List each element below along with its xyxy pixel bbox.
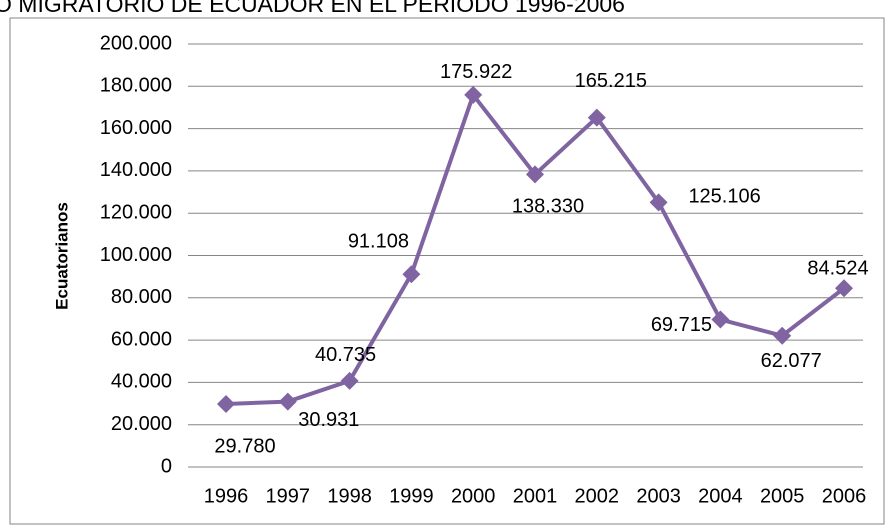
x-tick-label: 2004 xyxy=(698,485,743,507)
data-label: 84.524 xyxy=(807,258,868,280)
x-tick-label: 1999 xyxy=(389,485,434,507)
y-tick-label: 200.000 xyxy=(100,32,172,54)
x-tick-label: 1996 xyxy=(204,485,249,507)
data-label: 40.735 xyxy=(315,344,376,366)
x-tick-label: 2005 xyxy=(760,485,805,507)
data-label: 62.077 xyxy=(761,350,822,372)
y-tick-label: 100.000 xyxy=(100,244,172,266)
chart-title: O MIGRATORIO DE ECUADOR EN EL PERIODO 19… xyxy=(0,0,625,17)
data-point xyxy=(649,193,668,212)
data-label: 91.108 xyxy=(348,231,409,253)
x-tick-label: 1997 xyxy=(266,485,311,507)
y-tick-label: 20.000 xyxy=(111,413,172,435)
data-label: 175.922 xyxy=(440,61,512,83)
data-label: 165.215 xyxy=(575,70,647,92)
y-tick-label: 120.000 xyxy=(100,201,172,223)
x-tick-label: 2003 xyxy=(636,485,681,507)
data-label: 69.715 xyxy=(651,314,712,336)
data-point xyxy=(340,371,359,390)
x-tick-label: 2000 xyxy=(451,485,496,507)
y-tick-label: 180.000 xyxy=(100,75,172,97)
x-tick-label: 1998 xyxy=(327,485,372,507)
data-point xyxy=(464,85,483,104)
y-tick-label: 140.000 xyxy=(100,159,172,181)
data-label: 29.780 xyxy=(214,435,275,457)
data-point xyxy=(526,165,544,184)
data-point xyxy=(711,310,730,329)
data-point xyxy=(835,279,853,298)
data-point xyxy=(278,392,297,411)
data-label: 125.106 xyxy=(688,186,760,208)
data-label: 138.330 xyxy=(512,196,584,218)
y-tick-label: 0 xyxy=(161,455,172,477)
y-tick-label: 80.000 xyxy=(111,286,172,308)
y-tick-label: 40.000 xyxy=(111,371,172,393)
data-point xyxy=(773,326,792,345)
chart-border xyxy=(9,17,885,525)
data-point xyxy=(402,265,421,284)
y-tick-label: 60.000 xyxy=(111,328,172,350)
x-tick-label: 2001 xyxy=(513,485,558,507)
x-tick-label: 2002 xyxy=(575,485,620,507)
data-label: 30.931 xyxy=(298,409,359,431)
data-point xyxy=(587,108,606,127)
y-tick-label: 160.000 xyxy=(100,117,172,139)
data-point xyxy=(217,395,235,414)
x-tick-label: 2006 xyxy=(822,485,867,507)
y-axis-label: Ecuatorianos xyxy=(52,202,71,310)
